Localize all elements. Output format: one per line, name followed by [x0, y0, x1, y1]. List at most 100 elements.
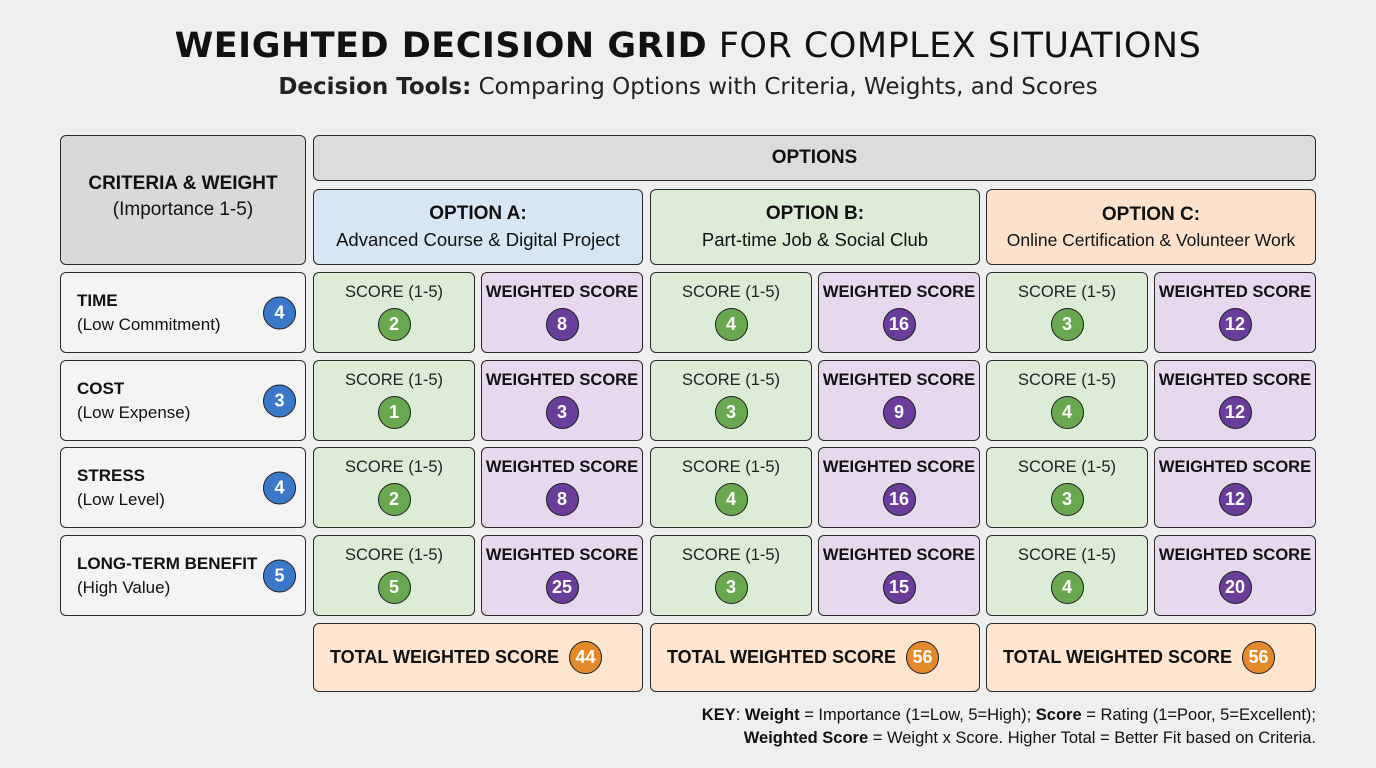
weighted-label: WEIGHTED SCORE [822, 371, 976, 389]
weighted-label: WEIGHTED SCORE [485, 546, 639, 564]
score-cell-stress-a: SCORE (1-5) 2 [313, 447, 475, 528]
weighted-label: WEIGHTED SCORE [1158, 458, 1312, 476]
option-c-header: OPTION C: Online Certification & Volunte… [986, 189, 1316, 265]
score-label: SCORE (1-5) [681, 458, 781, 476]
option-b-subtitle: Part-time Job & Social Club [701, 229, 929, 250]
score-label: SCORE (1-5) [344, 283, 444, 301]
weight-badge: 4 [263, 471, 296, 504]
score-cell-time-c: SCORE (1-5) 3 [986, 272, 1148, 353]
weight-badge: 3 [263, 384, 296, 417]
weighted-badge: 3 [545, 396, 579, 429]
key-score-def: = Rating (1=Poor, 5=Excellent); [1081, 706, 1316, 724]
score-label: SCORE (1-5) [681, 546, 781, 564]
weighted-cell-cost-b: WEIGHTED SCORE 9 [818, 360, 980, 441]
criterion-desc: (Low Commitment) [77, 314, 221, 334]
key-line-1: KEY: Weight = Importance (1=Low, 5=High)… [701, 706, 1316, 724]
total-option-a: TOTAL WEIGHTED SCORE 44 [313, 623, 643, 692]
option-c-subtitle: Online Certification & Volunteer Work [1006, 229, 1296, 250]
weighted-badge: 8 [545, 483, 579, 516]
option-c-title: OPTION C: [1101, 203, 1201, 225]
key-line-2: Weighted Score = Weight x Score. Higher … [702, 727, 1316, 750]
total-badge: 56 [1242, 641, 1276, 674]
legend-key: KEY: Weight = Importance (1=Low, 5=High)… [702, 704, 1316, 750]
key-weight-def: = Importance (1=Low, 5=High); [799, 706, 1036, 724]
weighted-label: WEIGHTED SCORE [485, 458, 639, 476]
criteria-header: CRITERIA & WEIGHT (Importance 1-5) [60, 135, 306, 265]
weight-badge: 4 [263, 296, 296, 329]
weighted-cell-benefit-b: WEIGHTED SCORE 15 [818, 535, 980, 616]
score-badge: 4 [714, 483, 748, 516]
weighted-label: WEIGHTED SCORE [1158, 546, 1312, 564]
subtitle-rest: Comparing Options with Criteria, Weights… [471, 74, 1098, 100]
key-weight-term: Weight [744, 706, 800, 724]
weighted-label: WEIGHTED SCORE [1158, 283, 1312, 301]
criterion-desc: (Low Expense) [77, 402, 191, 422]
score-badge: 4 [1050, 396, 1084, 429]
total-badge: 44 [569, 641, 603, 674]
score-cell-stress-b: SCORE (1-5) 4 [650, 447, 812, 528]
score-cell-benefit-c: SCORE (1-5) 4 [986, 535, 1148, 616]
weighted-badge: 8 [545, 308, 579, 341]
score-badge: 3 [714, 571, 748, 604]
weighted-badge: 15 [882, 571, 916, 604]
total-badge: 56 [906, 641, 940, 674]
criterion-name: LONG-TERM BENEFIT [77, 553, 258, 573]
score-badge: 3 [1050, 308, 1084, 341]
score-badge: 3 [1050, 483, 1084, 516]
key-score-term: Score [1035, 706, 1082, 724]
weighted-cell-time-a: WEIGHTED SCORE 8 [481, 272, 643, 353]
score-badge: 3 [714, 396, 748, 429]
total-option-b: TOTAL WEIGHTED SCORE 56 [650, 623, 980, 692]
weighted-cell-benefit-a: WEIGHTED SCORE 25 [481, 535, 643, 616]
score-badge: 5 [377, 571, 411, 604]
key-weighted-def: = Weight x Score. Higher Total = Better … [868, 729, 1316, 747]
score-badge: 2 [377, 483, 411, 516]
score-badge: 4 [1050, 571, 1084, 604]
weighted-badge: 20 [1218, 571, 1252, 604]
weighted-cell-cost-a: WEIGHTED SCORE 3 [481, 360, 643, 441]
score-label: SCORE (1-5) [1017, 371, 1117, 389]
option-b-header: OPTION B: Part-time Job & Social Club [650, 189, 980, 265]
weighted-cell-stress-c: WEIGHTED SCORE 12 [1154, 447, 1316, 528]
weighted-badge: 16 [882, 308, 916, 341]
weighted-badge: 12 [1218, 483, 1252, 516]
option-b-title: OPTION B: [765, 203, 865, 224]
score-badge: 1 [377, 396, 411, 429]
criterion-stress: STRESS (Low Level) 4 [60, 447, 306, 528]
score-label: SCORE (1-5) [344, 546, 444, 564]
weighted-label: WEIGHTED SCORE [822, 283, 976, 301]
score-cell-cost-a: SCORE (1-5) 1 [313, 360, 475, 441]
weighted-label: WEIGHTED SCORE [822, 546, 976, 564]
option-a-title: OPTION A: [429, 203, 527, 224]
score-badge: 4 [714, 308, 748, 341]
weighted-label: WEIGHTED SCORE [822, 458, 976, 476]
criterion-long-term-benefit: LONG-TERM BENEFIT (High Value) 5 [60, 535, 306, 616]
weight-badge: 5 [263, 559, 296, 592]
key-weighted-term: Weighted Score [743, 729, 869, 747]
criterion-cost: COST (Low Expense) 3 [60, 360, 306, 441]
weighted-label: WEIGHTED SCORE [485, 371, 639, 389]
subtitle-bold: Decision Tools: [278, 74, 472, 100]
score-label: SCORE (1-5) [681, 371, 781, 389]
criterion-desc: (Low Level) [77, 489, 165, 509]
score-cell-time-a: SCORE (1-5) 2 [313, 272, 475, 353]
criterion-name: TIME [77, 290, 118, 310]
weighted-cell-cost-c: WEIGHTED SCORE 12 [1154, 360, 1316, 441]
weighted-label: WEIGHTED SCORE [1158, 371, 1312, 389]
score-label: SCORE (1-5) [1017, 546, 1117, 564]
title-bold: WEIGHTED DECISION GRID [174, 26, 708, 66]
criteria-header-title: CRITERIA & WEIGHT [88, 173, 278, 194]
weighted-badge: 16 [882, 483, 916, 516]
criterion-time: TIME (Low Commitment) 4 [60, 272, 306, 353]
total-label: TOTAL WEIGHTED SCORE [330, 647, 560, 667]
page-title: WEIGHTED DECISION GRID FOR COMPLEX SITUA… [0, 26, 1376, 66]
title-rest: FOR COMPLEX SITUATIONS [707, 26, 1202, 66]
total-label: TOTAL WEIGHTED SCORE [1003, 647, 1233, 667]
weighted-badge: 9 [882, 396, 916, 429]
score-cell-cost-b: SCORE (1-5) 3 [650, 360, 812, 441]
weighted-cell-stress-a: WEIGHTED SCORE 8 [481, 447, 643, 528]
criterion-name: COST [77, 378, 125, 398]
score-cell-cost-c: SCORE (1-5) 4 [986, 360, 1148, 441]
score-cell-benefit-b: SCORE (1-5) 3 [650, 535, 812, 616]
score-cell-time-b: SCORE (1-5) 4 [650, 272, 812, 353]
